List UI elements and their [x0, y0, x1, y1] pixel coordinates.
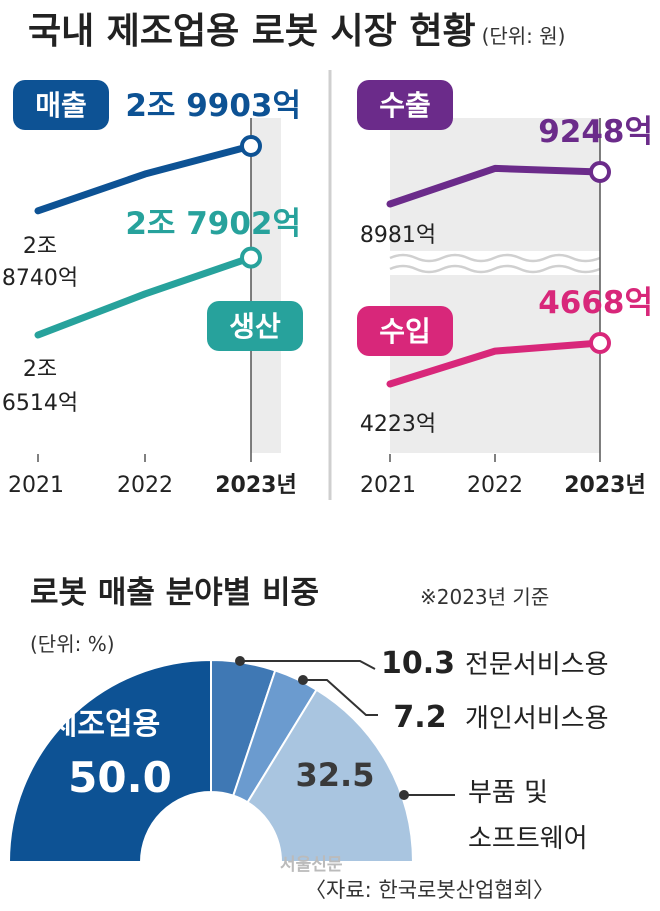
x-tick-label: 2022 [117, 473, 173, 498]
series-line-production [34, 254, 255, 339]
data-label-production-2021-line1: 2조 [23, 357, 57, 382]
axis-break-wave [389, 264, 601, 274]
end-point-marker [589, 332, 611, 354]
watermark-logo: 서울신문 [280, 855, 343, 875]
slice-value-professional: 10.3 [381, 646, 455, 681]
legend-badge-sales-label: 매출 [35, 89, 87, 122]
pie-slice-1 [7, 658, 212, 863]
x-tick-label: 2021 [8, 473, 64, 498]
data-label-production-2021-line2: 6514억 [2, 391, 78, 416]
legend-badge-production-label: 생산 [229, 310, 281, 343]
data-label-production-2023: 2조 7902억 [125, 206, 301, 242]
slice-name-parts-software-line1: 부품 및 [468, 778, 548, 808]
data-label-export-2021: 8981억 [360, 223, 436, 248]
legend-badge-sales [13, 80, 109, 130]
highlight-band-2023 [251, 118, 281, 453]
pie-chart-unit: (단위: %) [30, 632, 115, 656]
slice-name-personal: 개인서비스용 [465, 704, 609, 734]
source-note: 〈자료: 한국로봇산업협회〉 [305, 878, 554, 902]
slice-name-professional: 전문서비스용 [465, 650, 609, 680]
slice-value-manufacturing: 50.0 [68, 753, 172, 802]
legend-badge-production [207, 301, 303, 351]
data-label-sales-2021-line2: 8740억 [2, 266, 78, 291]
data-label-sales-2021-line1: 2조 [23, 234, 57, 259]
axis-break-wave [389, 253, 601, 263]
end-point-marker [240, 246, 262, 269]
series-line-import [386, 339, 604, 388]
chart-title: 국내 제조업용 로봇 시장 현황 (단위: 원) [28, 2, 565, 54]
x-tick-label: 2022 [467, 473, 523, 498]
leader-line [240, 660, 376, 670]
end-point-marker [589, 161, 611, 183]
legend-badge-import-label: 수입 [379, 315, 431, 348]
slice-value-personal: 7.2 [393, 700, 446, 735]
x-tick-label: 2023년 [564, 473, 645, 498]
leader-line [303, 679, 378, 716]
pie-chart-note: ※2023년 기준 [420, 585, 550, 609]
slice-name-parts-software-line2: 소프트웨어 [468, 824, 588, 854]
unit-label: (단위: 원) [481, 24, 566, 48]
data-label-import-2021: 4223억 [360, 412, 436, 437]
slice-name-manufacturing: 제조업용 [50, 707, 160, 742]
end-point-marker [240, 135, 262, 157]
x-tick-label: 2021 [360, 473, 416, 498]
legend-badge-export-label: 수출 [379, 89, 431, 122]
data-label-import-2023: 4668억 [538, 285, 653, 321]
legend-badge-import [357, 306, 453, 356]
data-label-sales-2023: 2조 9903억 [125, 88, 301, 124]
data-label-export-2023: 9248억 [538, 114, 653, 150]
slice-value-parts-software: 32.5 [296, 756, 375, 794]
series-line-export [386, 164, 604, 208]
pie-slice-4 [246, 688, 415, 863]
pie-chart-title: 로봇 매출 분야별 비중 [30, 575, 320, 611]
chart-title-text: 국내 제조업용 로봇 시장 현황 [28, 11, 476, 52]
x-tick-label: 2023년 [215, 473, 296, 498]
series-line-sales [34, 142, 255, 215]
legend-badge-export [357, 80, 453, 130]
